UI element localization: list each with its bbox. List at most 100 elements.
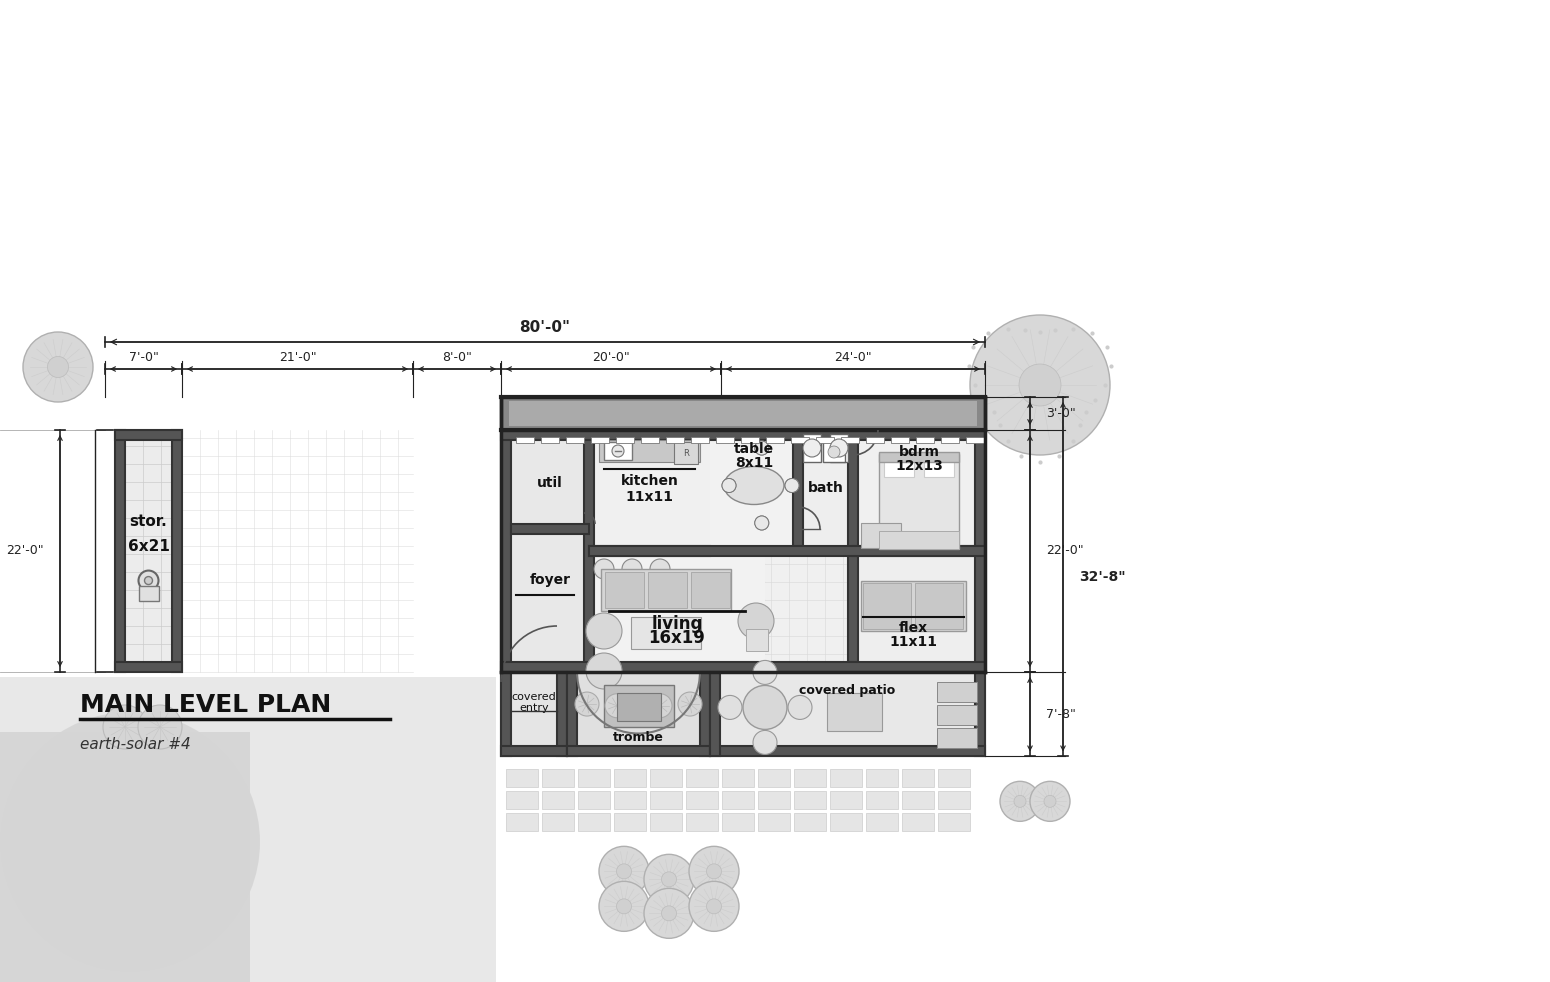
Bar (617, 693, 660, 721)
Bar (691, 437, 708, 443)
Bar (710, 746, 984, 756)
Bar (584, 430, 594, 672)
Circle shape (138, 571, 158, 590)
Bar (501, 430, 984, 440)
Text: 24'-0": 24'-0" (834, 351, 871, 363)
Bar (556, 672, 567, 756)
Text: R: R (684, 449, 688, 458)
Bar (758, 769, 790, 788)
Bar (938, 729, 976, 748)
Bar (883, 459, 914, 476)
Circle shape (755, 441, 769, 455)
Bar (505, 813, 538, 832)
Text: 7'-8": 7'-8" (1046, 708, 1076, 721)
Bar (589, 430, 710, 551)
Bar (938, 791, 970, 809)
Circle shape (829, 439, 848, 457)
Circle shape (48, 356, 68, 377)
Bar (794, 813, 826, 832)
Text: trombe: trombe (614, 732, 663, 744)
Circle shape (828, 446, 840, 458)
Bar (829, 434, 848, 462)
Bar (879, 530, 959, 549)
Bar (902, 791, 935, 809)
Bar (501, 430, 512, 672)
Bar (512, 430, 589, 672)
Bar (722, 791, 753, 809)
Text: earth-solar #4: earth-solar #4 (81, 737, 191, 752)
Bar (975, 672, 984, 756)
Text: 20'-0": 20'-0" (592, 351, 629, 363)
Bar (766, 437, 784, 443)
Bar (505, 769, 538, 788)
Bar (501, 662, 984, 672)
Circle shape (1000, 782, 1040, 821)
Text: 80'-0": 80'-0" (519, 319, 570, 335)
Bar (815, 437, 834, 443)
Bar (649, 769, 682, 788)
Circle shape (586, 613, 622, 649)
Bar (829, 769, 862, 788)
Circle shape (803, 439, 822, 457)
Bar (505, 791, 538, 809)
Ellipse shape (0, 712, 260, 972)
Circle shape (598, 881, 649, 931)
Bar (938, 682, 976, 702)
Circle shape (755, 441, 769, 455)
Bar (115, 430, 181, 440)
Text: covered: covered (512, 692, 556, 702)
Text: bdrm: bdrm (899, 445, 939, 459)
Text: 6x21: 6x21 (127, 539, 169, 554)
Bar (615, 437, 634, 443)
Ellipse shape (724, 466, 784, 505)
Bar (914, 583, 963, 629)
Bar (722, 813, 753, 832)
Circle shape (586, 653, 622, 689)
Bar (941, 437, 959, 443)
Circle shape (753, 661, 777, 684)
Circle shape (643, 854, 694, 904)
Text: 22'-0": 22'-0" (1046, 544, 1083, 558)
Text: 8'-0": 8'-0" (442, 351, 471, 363)
Bar (823, 442, 845, 462)
Circle shape (649, 559, 670, 579)
Bar (604, 572, 643, 608)
Circle shape (784, 478, 798, 493)
Circle shape (102, 705, 147, 749)
Bar (803, 434, 822, 462)
Circle shape (662, 905, 676, 921)
Bar (674, 442, 698, 464)
Bar (567, 746, 710, 756)
Bar (614, 769, 646, 788)
Circle shape (755, 516, 769, 530)
Text: 22'-0": 22'-0" (6, 544, 43, 558)
Circle shape (23, 332, 93, 402)
Bar (542, 769, 574, 788)
Circle shape (1018, 364, 1062, 406)
Text: table: table (735, 442, 773, 457)
Bar (902, 769, 935, 788)
Bar (687, 813, 718, 832)
Bar (924, 459, 953, 476)
Bar (842, 437, 859, 443)
Bar (516, 437, 535, 443)
Bar (710, 430, 798, 551)
Text: living: living (651, 615, 702, 632)
Circle shape (622, 559, 642, 579)
Text: foyer: foyer (530, 573, 570, 587)
Bar (603, 684, 674, 727)
Bar (542, 791, 574, 809)
Bar (501, 397, 984, 430)
Bar (916, 437, 935, 443)
Bar (631, 617, 701, 649)
Bar (853, 546, 973, 556)
Bar (975, 430, 984, 672)
Bar (649, 791, 682, 809)
Bar (508, 401, 976, 426)
Circle shape (662, 872, 676, 887)
Bar (598, 440, 701, 462)
Bar (790, 437, 809, 443)
Bar (578, 791, 611, 809)
Bar (758, 791, 790, 809)
Circle shape (742, 685, 787, 730)
